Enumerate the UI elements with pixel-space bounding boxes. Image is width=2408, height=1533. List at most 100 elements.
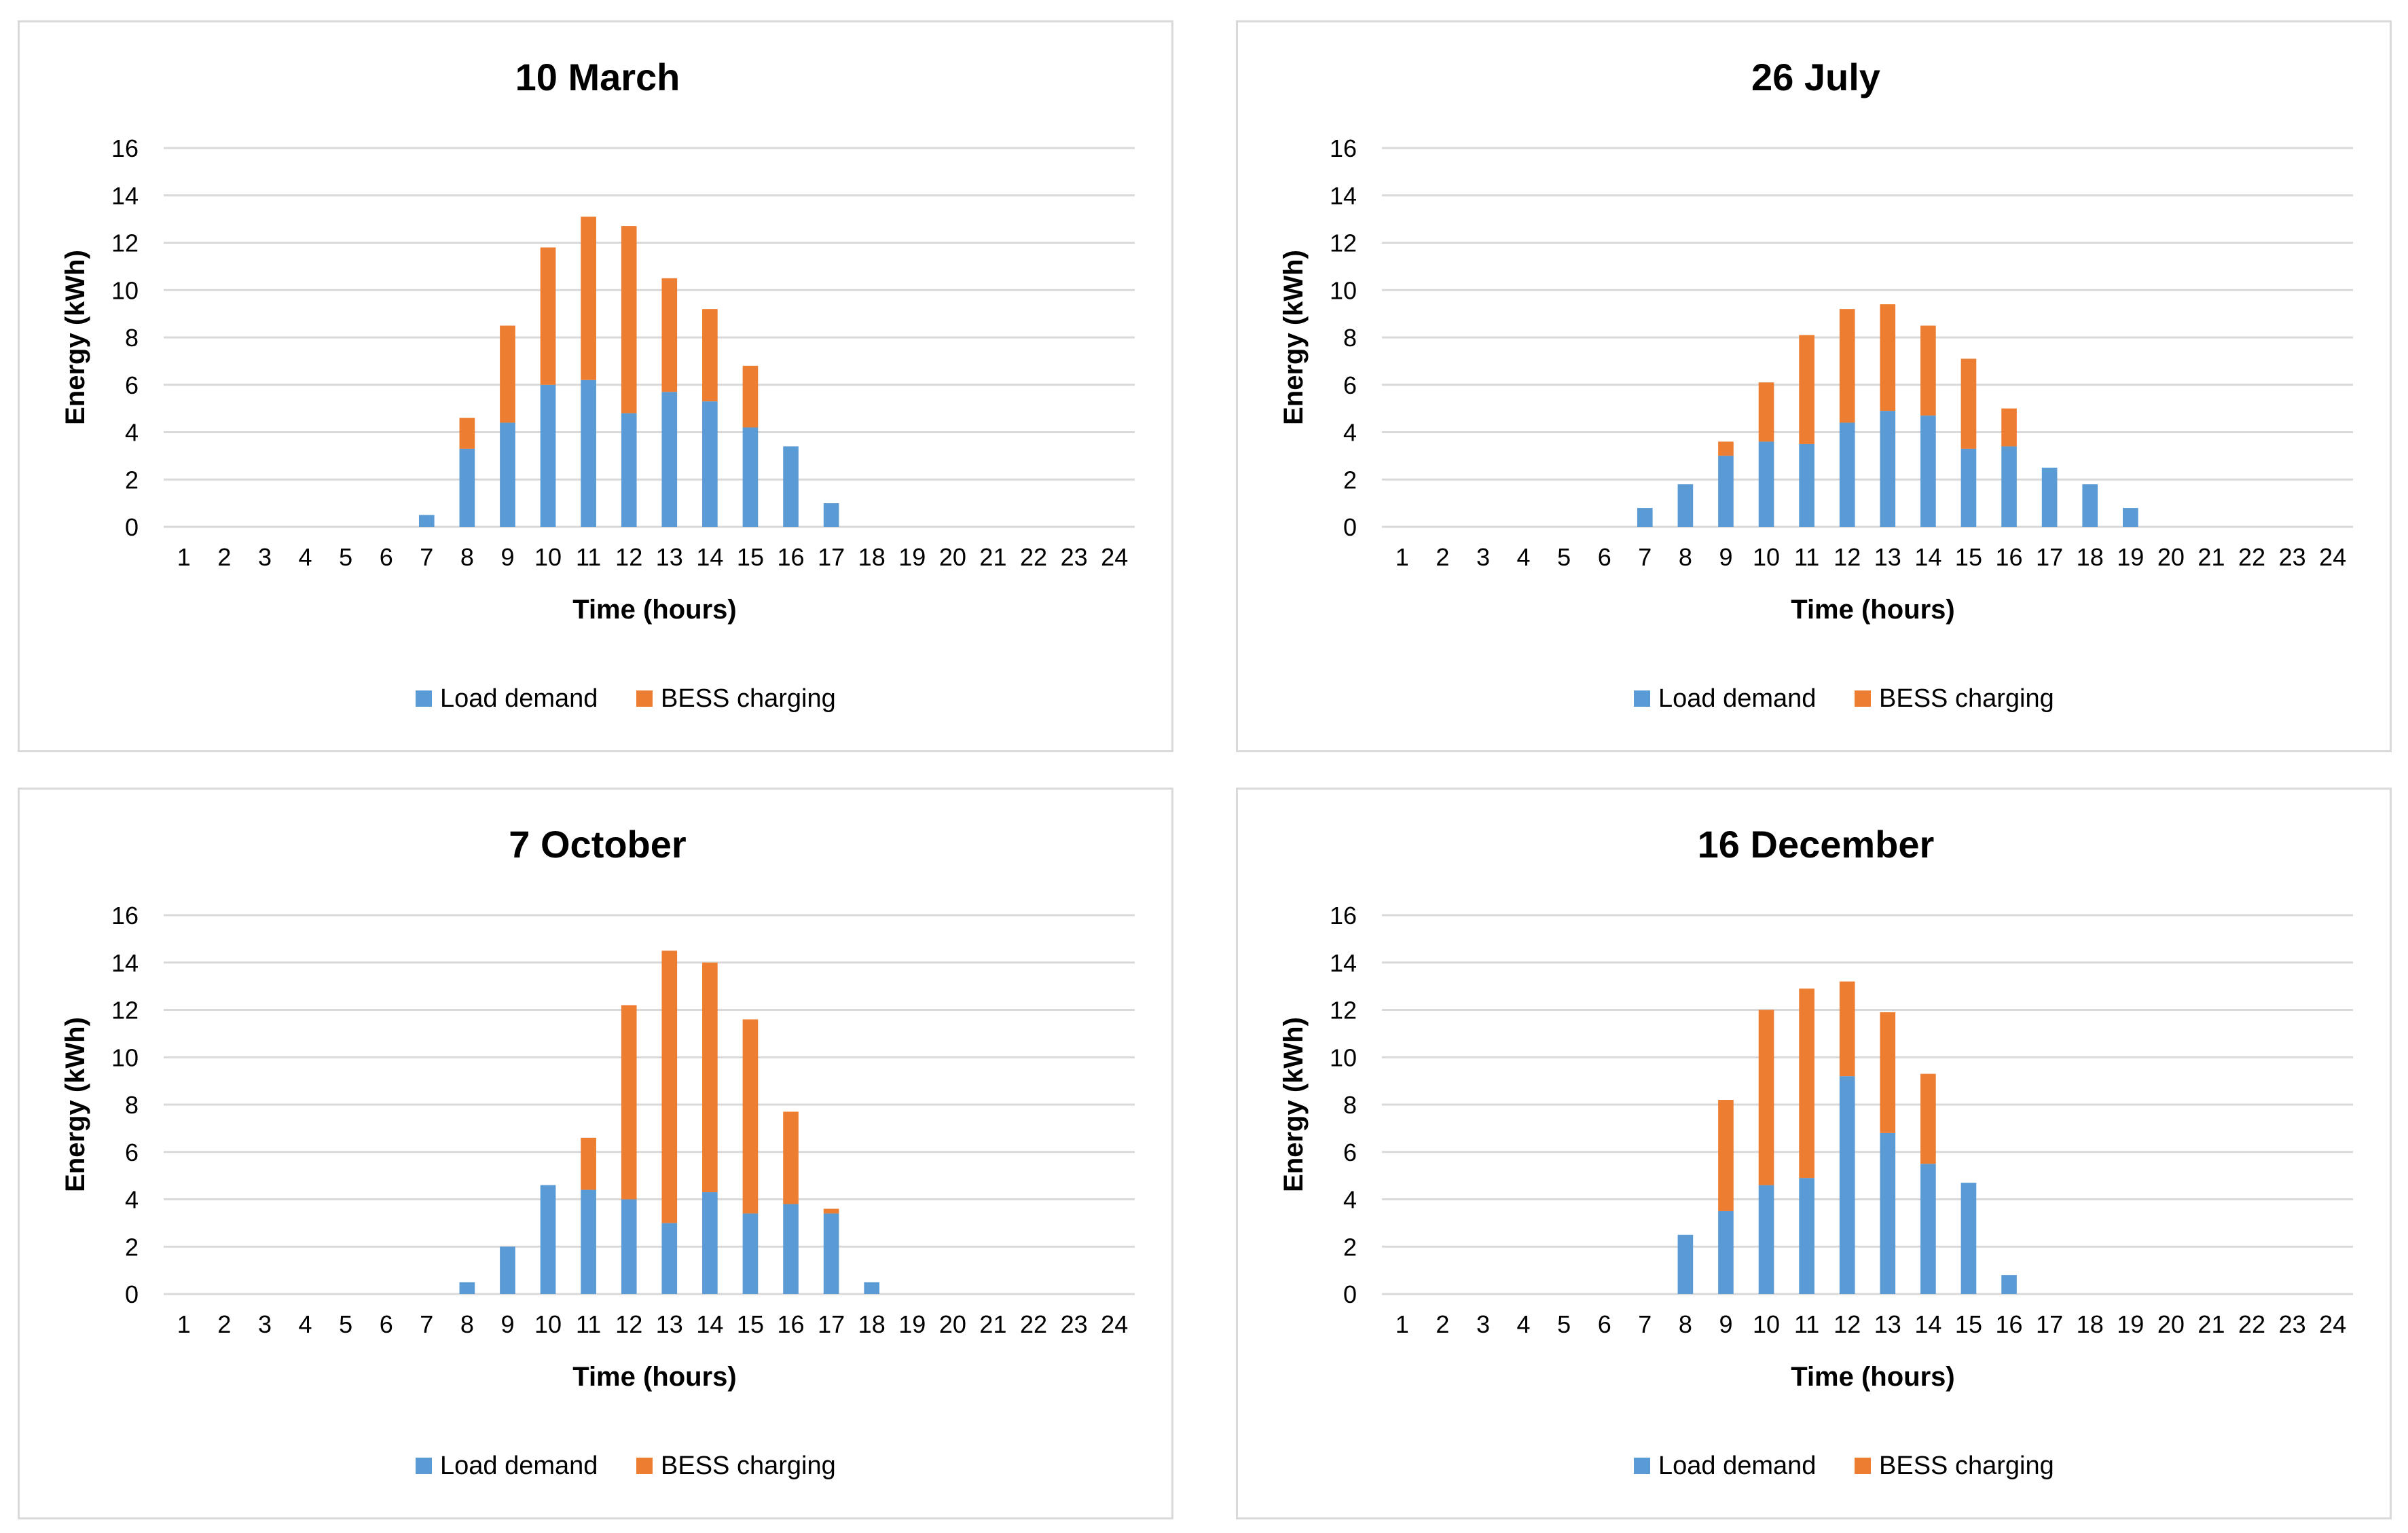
legend-item-bess-charging: BESS charging [1855, 1452, 2054, 1480]
legend-label: Load demand [440, 684, 598, 713]
x-tick-label: 14 [696, 1310, 723, 1338]
bar-load-demand-hour-13 [1880, 411, 1896, 527]
y-tick-label: 4 [1343, 419, 1357, 447]
x-tick-label: 5 [339, 543, 352, 571]
bar-bess-charging-hour-8 [459, 418, 475, 449]
bar-load-demand-hour-14 [1920, 415, 1936, 527]
legend-swatch [1634, 690, 1650, 707]
legend-item-load-demand: Load demand [1634, 1452, 1816, 1480]
bar-load-demand-hour-15 [742, 1213, 759, 1294]
x-tick-label: 9 [1719, 1310, 1732, 1338]
bar-load-demand-hour-10 [1758, 441, 1774, 527]
y-tick-label: 8 [125, 1091, 139, 1119]
y-tick-label: 2 [125, 1233, 139, 1261]
x-tick-label: 17 [818, 543, 845, 571]
y-tick-label: 14 [111, 182, 139, 210]
x-tick-label: 11 [1794, 1310, 1819, 1338]
x-tick-label: 7 [420, 1310, 433, 1338]
x-tick-label: 4 [1517, 543, 1531, 571]
x-tick-label: 11 [576, 1310, 601, 1338]
x-tick-label: 2 [217, 543, 231, 571]
x-tick-label: 15 [737, 543, 764, 571]
y-tick-label: 14 [111, 949, 139, 977]
x-tick-label: 2 [1436, 1310, 1449, 1338]
x-tick-label: 9 [1719, 543, 1732, 571]
bar-bess-charging-hour-16 [2001, 408, 2017, 447]
x-tick-label: 13 [656, 1310, 683, 1338]
x-tick-label: 6 [1598, 1310, 1611, 1338]
bar-bess-charging-hour-14 [702, 309, 718, 402]
x-tick-label: 21 [979, 1310, 1006, 1338]
bar-load-demand-hour-11 [1799, 443, 1814, 527]
x-axis-title: Time (hours) [1791, 1362, 1955, 1392]
x-axis-title: Time (hours) [572, 595, 737, 625]
bar-load-demand-hour-13 [661, 1223, 678, 1294]
x-tick-label: 14 [1914, 1310, 1941, 1338]
y-tick-label: 10 [1330, 276, 1357, 304]
bar-bess-charging-hour-10 [540, 247, 556, 385]
bar-load-demand-hour-15 [742, 427, 759, 527]
y-tick-label: 14 [1330, 949, 1357, 977]
x-tick-label: 1 [177, 1310, 191, 1338]
x-tick-label: 24 [2319, 1310, 2346, 1338]
bar-load-demand-hour-13 [1880, 1132, 1896, 1294]
bar-load-demand-hour-9 [1718, 1211, 1734, 1294]
x-tick-label: 13 [1874, 1310, 1901, 1338]
bar-load-demand-hour-12 [621, 1199, 637, 1294]
x-tick-label: 24 [1101, 543, 1128, 571]
bar-bess-charging-hour-11 [1799, 335, 1814, 444]
bar-load-demand-hour-7 [1637, 508, 1653, 527]
bar-bess-charging-hour-11 [581, 1137, 596, 1190]
x-tick-label: 19 [898, 1310, 926, 1338]
x-tick-label: 24 [2319, 543, 2346, 571]
x-tick-label: 15 [1955, 543, 1982, 571]
bar-load-demand-hour-11 [581, 1189, 596, 1294]
legend-item-load-demand: Load demand [416, 684, 598, 713]
bar-load-demand-hour-14 [702, 1192, 718, 1294]
x-tick-label: 21 [2197, 543, 2225, 571]
x-tick-label: 20 [2157, 1310, 2185, 1338]
y-axis-title: Energy (kWh) [1279, 1017, 1309, 1192]
legend-swatch [1855, 690, 1871, 707]
chart-panel-10-march: 10 March 0 2 4 6 8 10 12 14 16 1 2 3 4 5 6 7 8 9 10 11 12 13 14… [18, 20, 1173, 752]
legend-label: BESS charging [661, 1452, 836, 1480]
x-tick-label: 15 [737, 1310, 764, 1338]
x-tick-label: 8 [460, 1310, 474, 1338]
legend-swatch [636, 690, 653, 707]
x-tick-label: 10 [1753, 543, 1780, 571]
y-tick-label: 6 [125, 371, 139, 399]
x-tick-label: 2 [1436, 543, 1449, 571]
x-tick-label: 9 [500, 1310, 514, 1338]
x-tick-label: 1 [1395, 1310, 1409, 1338]
y-tick-label: 8 [125, 324, 139, 352]
x-tick-label: 12 [615, 543, 642, 571]
y-tick-label: 0 [1343, 1280, 1357, 1308]
x-tick-label: 10 [534, 543, 562, 571]
x-tick-label: 11 [1794, 543, 1819, 571]
bar-bess-charging-hour-13 [1880, 304, 1896, 411]
chart-legend: Load demand BESS charging [1634, 684, 2054, 713]
x-tick-label: 20 [939, 1310, 966, 1338]
bar-load-demand-hour-13 [661, 392, 678, 527]
bar-bess-charging-hour-12 [621, 226, 637, 413]
bar-load-demand-hour-18 [864, 1282, 880, 1294]
chart-panel-7-october: 7 October 0 2 4 6 8 10 12 14 16 1 2 3 4 5 6 7 8 9 10 11 12 13 1… [18, 788, 1173, 1519]
x-tick-label: 16 [778, 1310, 805, 1338]
x-tick-label: 3 [1476, 1310, 1490, 1338]
x-tick-label: 18 [858, 1310, 886, 1338]
y-tick-label: 6 [1343, 1139, 1357, 1166]
chart-title: 26 July [1751, 56, 1880, 98]
bar-load-demand-hour-17 [823, 1213, 839, 1294]
y-tick-label: 16 [111, 902, 139, 929]
legend-swatch [1855, 1458, 1871, 1474]
x-tick-label: 8 [460, 543, 474, 571]
x-tick-label: 24 [1101, 1310, 1128, 1338]
x-tick-label: 7 [1638, 543, 1652, 571]
y-tick-label: 2 [125, 466, 139, 494]
legend-item-load-demand: Load demand [416, 1452, 598, 1480]
x-tick-label: 22 [2238, 543, 2265, 571]
bar-bess-charging-hour-14 [1920, 325, 1936, 416]
bar-bess-charging-hour-15 [742, 1019, 759, 1214]
legend-item-bess-charging: BESS charging [1855, 684, 2054, 713]
